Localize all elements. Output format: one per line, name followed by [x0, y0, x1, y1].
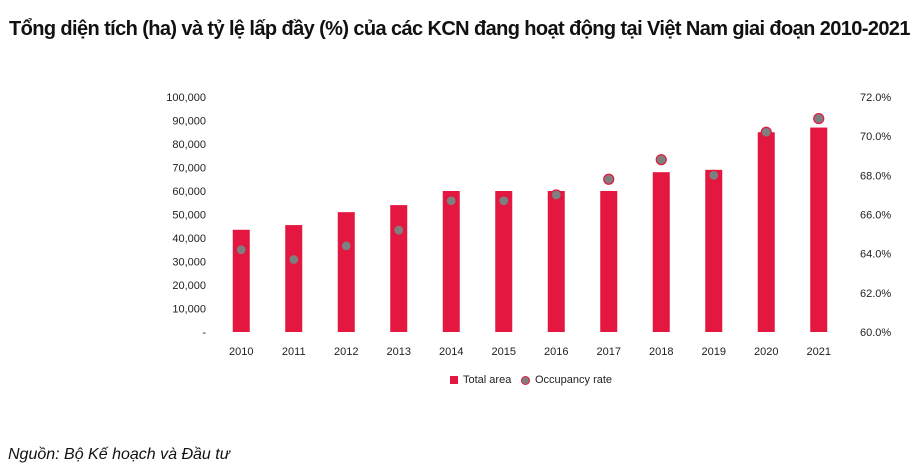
bar-total-area	[495, 191, 513, 332]
bar-total-area	[547, 191, 565, 332]
y-left-tick-label: 70,000	[172, 163, 206, 175]
y-left-tick-label: 40,000	[172, 233, 206, 245]
chart-title: Tổng diện tích (ha) và tỷ lệ lấp đầy (%)…	[9, 18, 911, 40]
bar-total-area	[600, 191, 618, 332]
bar-total-area	[652, 172, 670, 332]
point-occupancy-rate	[813, 112, 825, 125]
bar-total-area	[337, 212, 355, 332]
y-left-tick-label: -	[202, 327, 206, 339]
y-right-tick-label: 66.0%	[860, 210, 891, 222]
y-left-tick-label: 90,000	[172, 116, 206, 128]
bar-total-area	[757, 132, 775, 332]
y-right-tick-label: 68.0%	[860, 170, 891, 182]
y-left-tick-label: 60,000	[172, 186, 206, 198]
y-left-tick-label: 30,000	[172, 257, 206, 269]
legend-swatch-occupancy-rate	[521, 375, 530, 385]
y-right-tick-label: 70.0%	[860, 131, 891, 143]
point-occupancy-rate	[445, 195, 457, 207]
y-right-tick-label: 60.0%	[860, 327, 891, 339]
point-occupancy-rate	[603, 173, 615, 185]
bar-total-area	[442, 191, 460, 332]
bar-total-area	[232, 229, 250, 332]
y-left-tick-label: 80,000	[172, 139, 206, 151]
point-occupancy-rate	[498, 195, 510, 207]
x-tick-label: 2014	[439, 346, 463, 358]
x-tick-label: 2013	[387, 346, 411, 358]
x-tick-label: 2015	[492, 346, 516, 358]
point-occupancy-rate	[393, 224, 405, 236]
y-right-tick-label: 64.0%	[860, 249, 891, 261]
x-tick-label: 2012	[334, 346, 358, 358]
y-left-tick-label: 50,000	[172, 210, 206, 222]
point-occupancy-rate	[288, 253, 300, 266]
legend-item-occupancy-rate[interactable]: Occupancy rate	[521, 374, 612, 386]
x-tick-label: 2019	[702, 346, 726, 358]
x-tick-label: 2018	[649, 346, 673, 358]
bar-total-area	[810, 127, 828, 332]
point-occupancy-rate	[340, 240, 352, 252]
point-occupancy-rate	[708, 169, 720, 181]
y-left-tick-label: 100,000	[166, 92, 206, 104]
legend-swatch-total-area	[450, 376, 458, 384]
bar-total-area	[705, 169, 723, 332]
x-tick-label: 2017	[597, 346, 621, 358]
x-tick-label: 2021	[807, 346, 831, 358]
x-tick-label: 2020	[754, 346, 778, 358]
x-tick-label: 2011	[282, 346, 306, 358]
point-occupancy-rate	[760, 126, 772, 138]
bar-total-area	[390, 205, 408, 332]
x-tick-label: 2010	[229, 346, 253, 358]
point-occupancy-rate	[235, 244, 247, 256]
legend-item-total-area[interactable]: Total area	[450, 374, 511, 386]
point-occupancy-rate	[550, 189, 562, 201]
legend-label-occupancy-rate: Occupancy rate	[535, 374, 613, 386]
legend: Total area Occupancy rate	[0, 374, 921, 396]
bar-total-area	[285, 225, 303, 332]
point-occupancy-rate	[655, 154, 667, 166]
y-right-tick-label: 72.0%	[860, 92, 891, 104]
y-left-tick-label: 10,000	[172, 304, 206, 316]
y-right-tick-label: 62.0%	[860, 288, 891, 300]
x-tick-label: 2016	[544, 346, 568, 358]
source-note: Nguồn: Bộ Kế hoạch và Đầu tư	[8, 446, 230, 463]
legend-label-total-area: Total area	[463, 374, 512, 386]
y-left-tick-label: 20,000	[172, 280, 206, 292]
